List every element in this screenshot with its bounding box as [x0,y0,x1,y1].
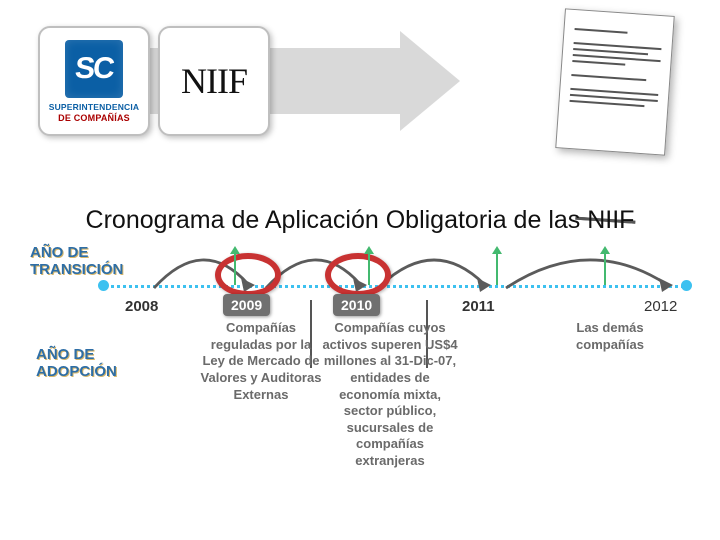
highlight-circle [325,253,391,297]
sc-text-line1: SUPERINTENDENCIA [49,102,140,112]
curve-arrow [372,240,494,295]
niif-logo: NIIF [158,26,270,136]
year-badge: 2009 [223,294,270,316]
sc-text-line2: DE COMPAÑÍAS [58,113,130,123]
sc-logo: SC SUPERINTENDENCIA DE COMPAÑÍAS [38,26,150,136]
year-label: 2011 [462,298,495,315]
label-transicion: AÑO DE TRANSICIÓN [30,244,123,279]
curve-arrow [500,240,676,295]
up-arrow-icon [234,253,236,285]
niif-text: NIIF [181,60,247,102]
group-description: Compañías reguladas por la Ley de Mercad… [200,320,322,403]
sc-initials: SC [74,52,115,86]
sc-tile-icon: SC [65,40,123,98]
up-arrow-icon [604,253,606,285]
up-arrow-icon [496,253,498,285]
document-icon [555,8,674,155]
group-description: Compañías cuyos activos superen US$4 mil… [320,320,460,470]
header-area: SC SUPERINTENDENCIA DE COMPAÑÍAS NIIF [0,0,720,170]
highlight-circle [215,253,281,297]
year-badge: 2010 [333,294,380,316]
label-adopcion: AÑO DE ADOPCIÓN [36,346,117,381]
page-title: Cronograma de Aplicación Obligatoria de … [0,206,720,235]
group-description: Las demás compañías [548,320,672,353]
year-label: 2008 [125,298,158,315]
up-arrow-icon [368,253,370,285]
year-label: 2012 [644,298,677,315]
timeline-start-dot [98,280,109,291]
timeline-end-dot [681,280,692,291]
